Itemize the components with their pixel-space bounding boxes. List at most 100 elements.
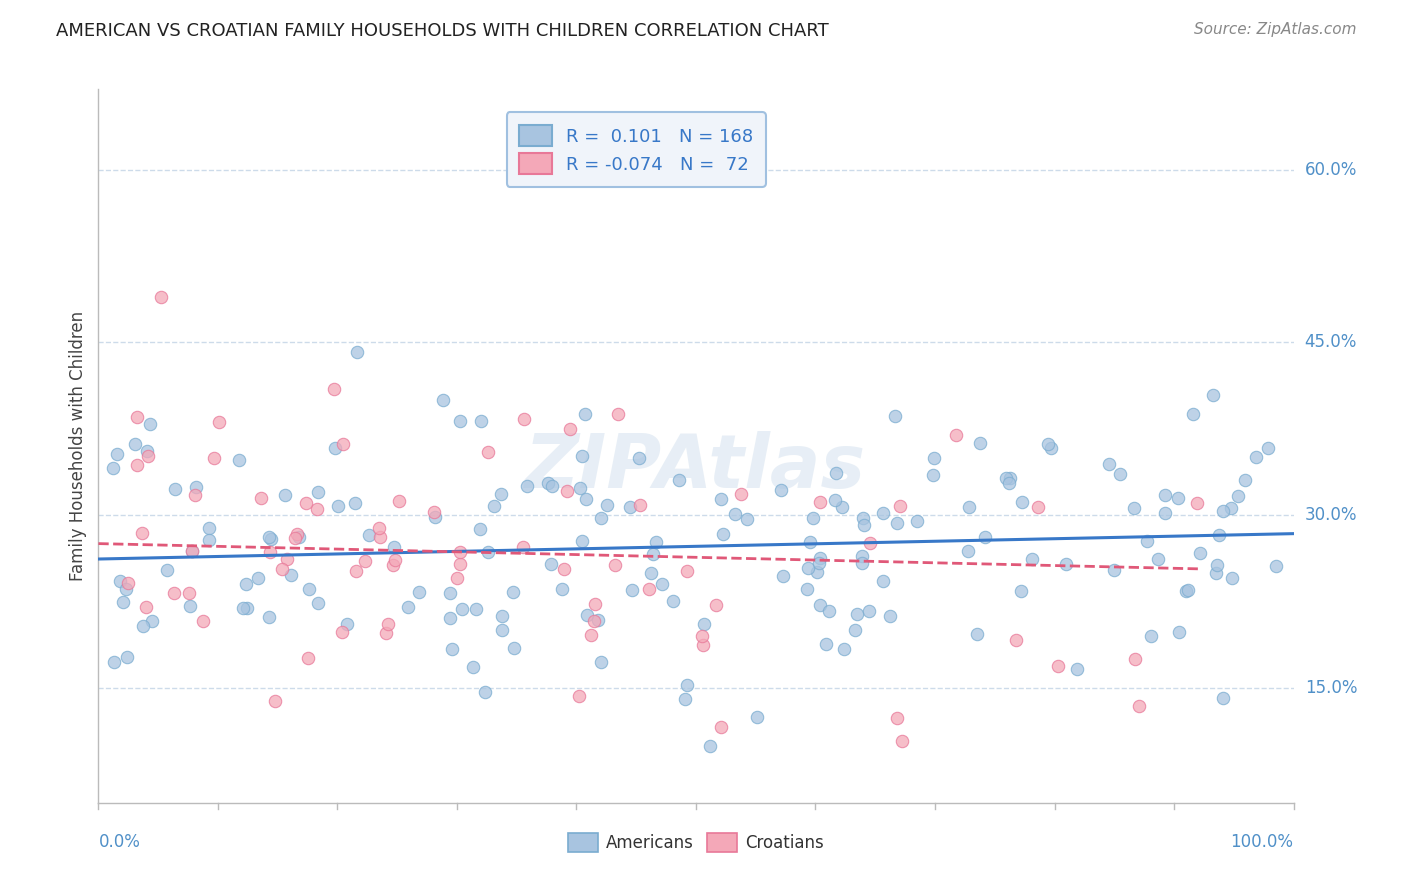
Point (1264, 558, 1286, 573)
Point (179, 599, 201, 613)
Point (553, 562, 575, 576)
Point (388, 494, 411, 508)
Point (449, 557, 471, 571)
Text: 15.0%: 15.0% (1305, 679, 1357, 697)
Point (1066, 662, 1088, 676)
Legend: R =  0.101   N = 168, R = -0.074   N =  72: R = 0.101 N = 168, R = -0.074 N = 72 (506, 112, 766, 186)
Point (641, 547, 664, 561)
Point (374, 626, 396, 640)
Point (606, 408, 628, 422)
Point (807, 556, 830, 570)
Point (711, 526, 734, 541)
Point (470, 414, 492, 428)
Point (1220, 501, 1243, 516)
Text: 45.0%: 45.0% (1305, 334, 1357, 351)
Point (851, 549, 873, 564)
Point (945, 427, 967, 442)
Point (284, 531, 307, 545)
Point (692, 616, 714, 631)
Point (1040, 441, 1063, 455)
Point (922, 467, 945, 482)
Point (111, 595, 134, 609)
Point (1010, 583, 1032, 598)
Point (640, 566, 662, 581)
Point (298, 582, 321, 597)
Point (651, 576, 673, 591)
Point (879, 609, 901, 624)
Point (235, 601, 257, 615)
Point (706, 599, 728, 613)
Point (1175, 584, 1198, 599)
Point (135, 599, 157, 614)
Text: ZIPAtlas: ZIPAtlas (526, 431, 866, 504)
Point (621, 582, 644, 597)
Point (115, 582, 138, 596)
Point (344, 564, 367, 578)
Point (1011, 494, 1033, 508)
Point (382, 558, 405, 572)
Point (181, 544, 204, 558)
Point (555, 484, 578, 499)
Point (330, 624, 353, 639)
Point (574, 407, 596, 421)
Point (343, 496, 366, 510)
Point (859, 536, 882, 550)
Point (346, 345, 368, 359)
Point (1167, 491, 1189, 505)
Point (208, 415, 231, 429)
Point (408, 585, 430, 599)
Point (257, 610, 280, 624)
Point (204, 450, 226, 465)
Point (198, 521, 221, 535)
Point (1021, 552, 1043, 566)
Point (844, 623, 866, 637)
Point (905, 515, 928, 529)
Point (336, 617, 359, 632)
Point (797, 561, 820, 575)
Point (884, 409, 907, 424)
Point (541, 479, 564, 493)
Point (287, 530, 309, 544)
Point (851, 557, 873, 571)
Point (583, 598, 606, 612)
Point (193, 614, 215, 628)
Point (571, 533, 593, 548)
Point (259, 544, 281, 558)
Point (491, 623, 513, 637)
Point (676, 678, 699, 692)
Point (1038, 436, 1060, 450)
Point (1220, 571, 1243, 585)
Point (889, 499, 911, 513)
Point (1187, 495, 1209, 509)
Point (814, 637, 837, 651)
Point (1205, 566, 1227, 581)
Point (582, 614, 605, 628)
Point (465, 601, 488, 615)
Y-axis label: Family Households with Children: Family Households with Children (69, 311, 87, 581)
Point (699, 739, 721, 753)
Point (432, 393, 454, 408)
Point (124, 437, 146, 451)
Point (136, 449, 159, 463)
Point (177, 586, 200, 600)
Point (596, 498, 619, 512)
Point (450, 545, 472, 559)
Point (891, 734, 914, 748)
Point (1233, 473, 1256, 487)
Point (710, 492, 733, 507)
Point (994, 471, 1017, 485)
Text: AMERICAN VS CROATIAN FAMILY HOUSEHOLDS WITH CHILDREN CORRELATION CHART: AMERICAN VS CROATIAN FAMILY HOUSEHOLDS W… (56, 22, 830, 40)
Point (280, 568, 302, 582)
Point (575, 491, 598, 506)
Point (872, 506, 894, 520)
Point (463, 660, 485, 674)
Point (922, 450, 945, 465)
Point (307, 596, 329, 610)
Point (1128, 698, 1150, 713)
Point (824, 493, 846, 508)
Point (502, 585, 524, 599)
Point (141, 614, 163, 628)
Point (357, 528, 380, 542)
Point (644, 534, 666, 549)
Point (1136, 533, 1159, 548)
